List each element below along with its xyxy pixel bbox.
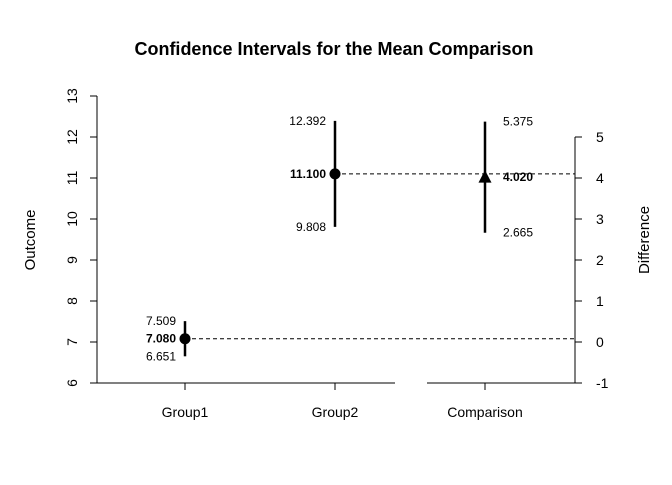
mean-point-group2 — [329, 168, 341, 180]
y-tick-label: 9 — [64, 256, 80, 264]
y2-tick-label: 0 — [596, 334, 604, 350]
difference-label: 4.020 — [503, 170, 533, 184]
x-tick-label: Group2 — [312, 404, 359, 420]
y-tick-label: 7 — [64, 338, 80, 346]
x-tick-label: Comparison — [447, 404, 522, 420]
y2-tick-label: 3 — [596, 211, 604, 227]
upper-label: 12.392 — [289, 114, 326, 128]
lower-label: 9.808 — [296, 220, 326, 234]
y2-tick-label: -1 — [596, 375, 609, 391]
mean-label: 11.100 — [290, 167, 326, 181]
mean-label: 7.080 — [146, 332, 176, 346]
y-tick-label: 13 — [64, 88, 80, 104]
y2-tick-label: 5 — [596, 129, 604, 145]
upper-label: 7.509 — [146, 314, 176, 328]
y-tick-label: 6 — [64, 379, 80, 387]
y2-axis-title: Difference — [636, 206, 653, 274]
y-tick-label: 12 — [64, 129, 80, 145]
y2-tick-label: 1 — [596, 293, 604, 309]
difference-point — [478, 170, 492, 183]
chart-title: Confidence Intervals for the Mean Compar… — [134, 39, 533, 59]
y-tick-label: 11 — [64, 171, 80, 186]
mean-point-group1 — [179, 333, 191, 345]
upper-label: 5.375 — [503, 115, 533, 129]
y-tick-label: 8 — [64, 297, 80, 305]
y-tick-label: 10 — [64, 211, 80, 227]
y2-tick-label: 4 — [596, 170, 604, 186]
x-tick-label: Group1 — [162, 404, 209, 420]
lower-label: 2.665 — [503, 226, 533, 240]
chart-marks: 7.509 7.080 6.651 12.392 11.100 9.808 5.375 4.0… — [146, 114, 575, 363]
lower-label: 6.651 — [146, 349, 176, 363]
y2-tick-label: 2 — [596, 252, 604, 268]
y-axis-title: Outcome — [22, 210, 39, 271]
